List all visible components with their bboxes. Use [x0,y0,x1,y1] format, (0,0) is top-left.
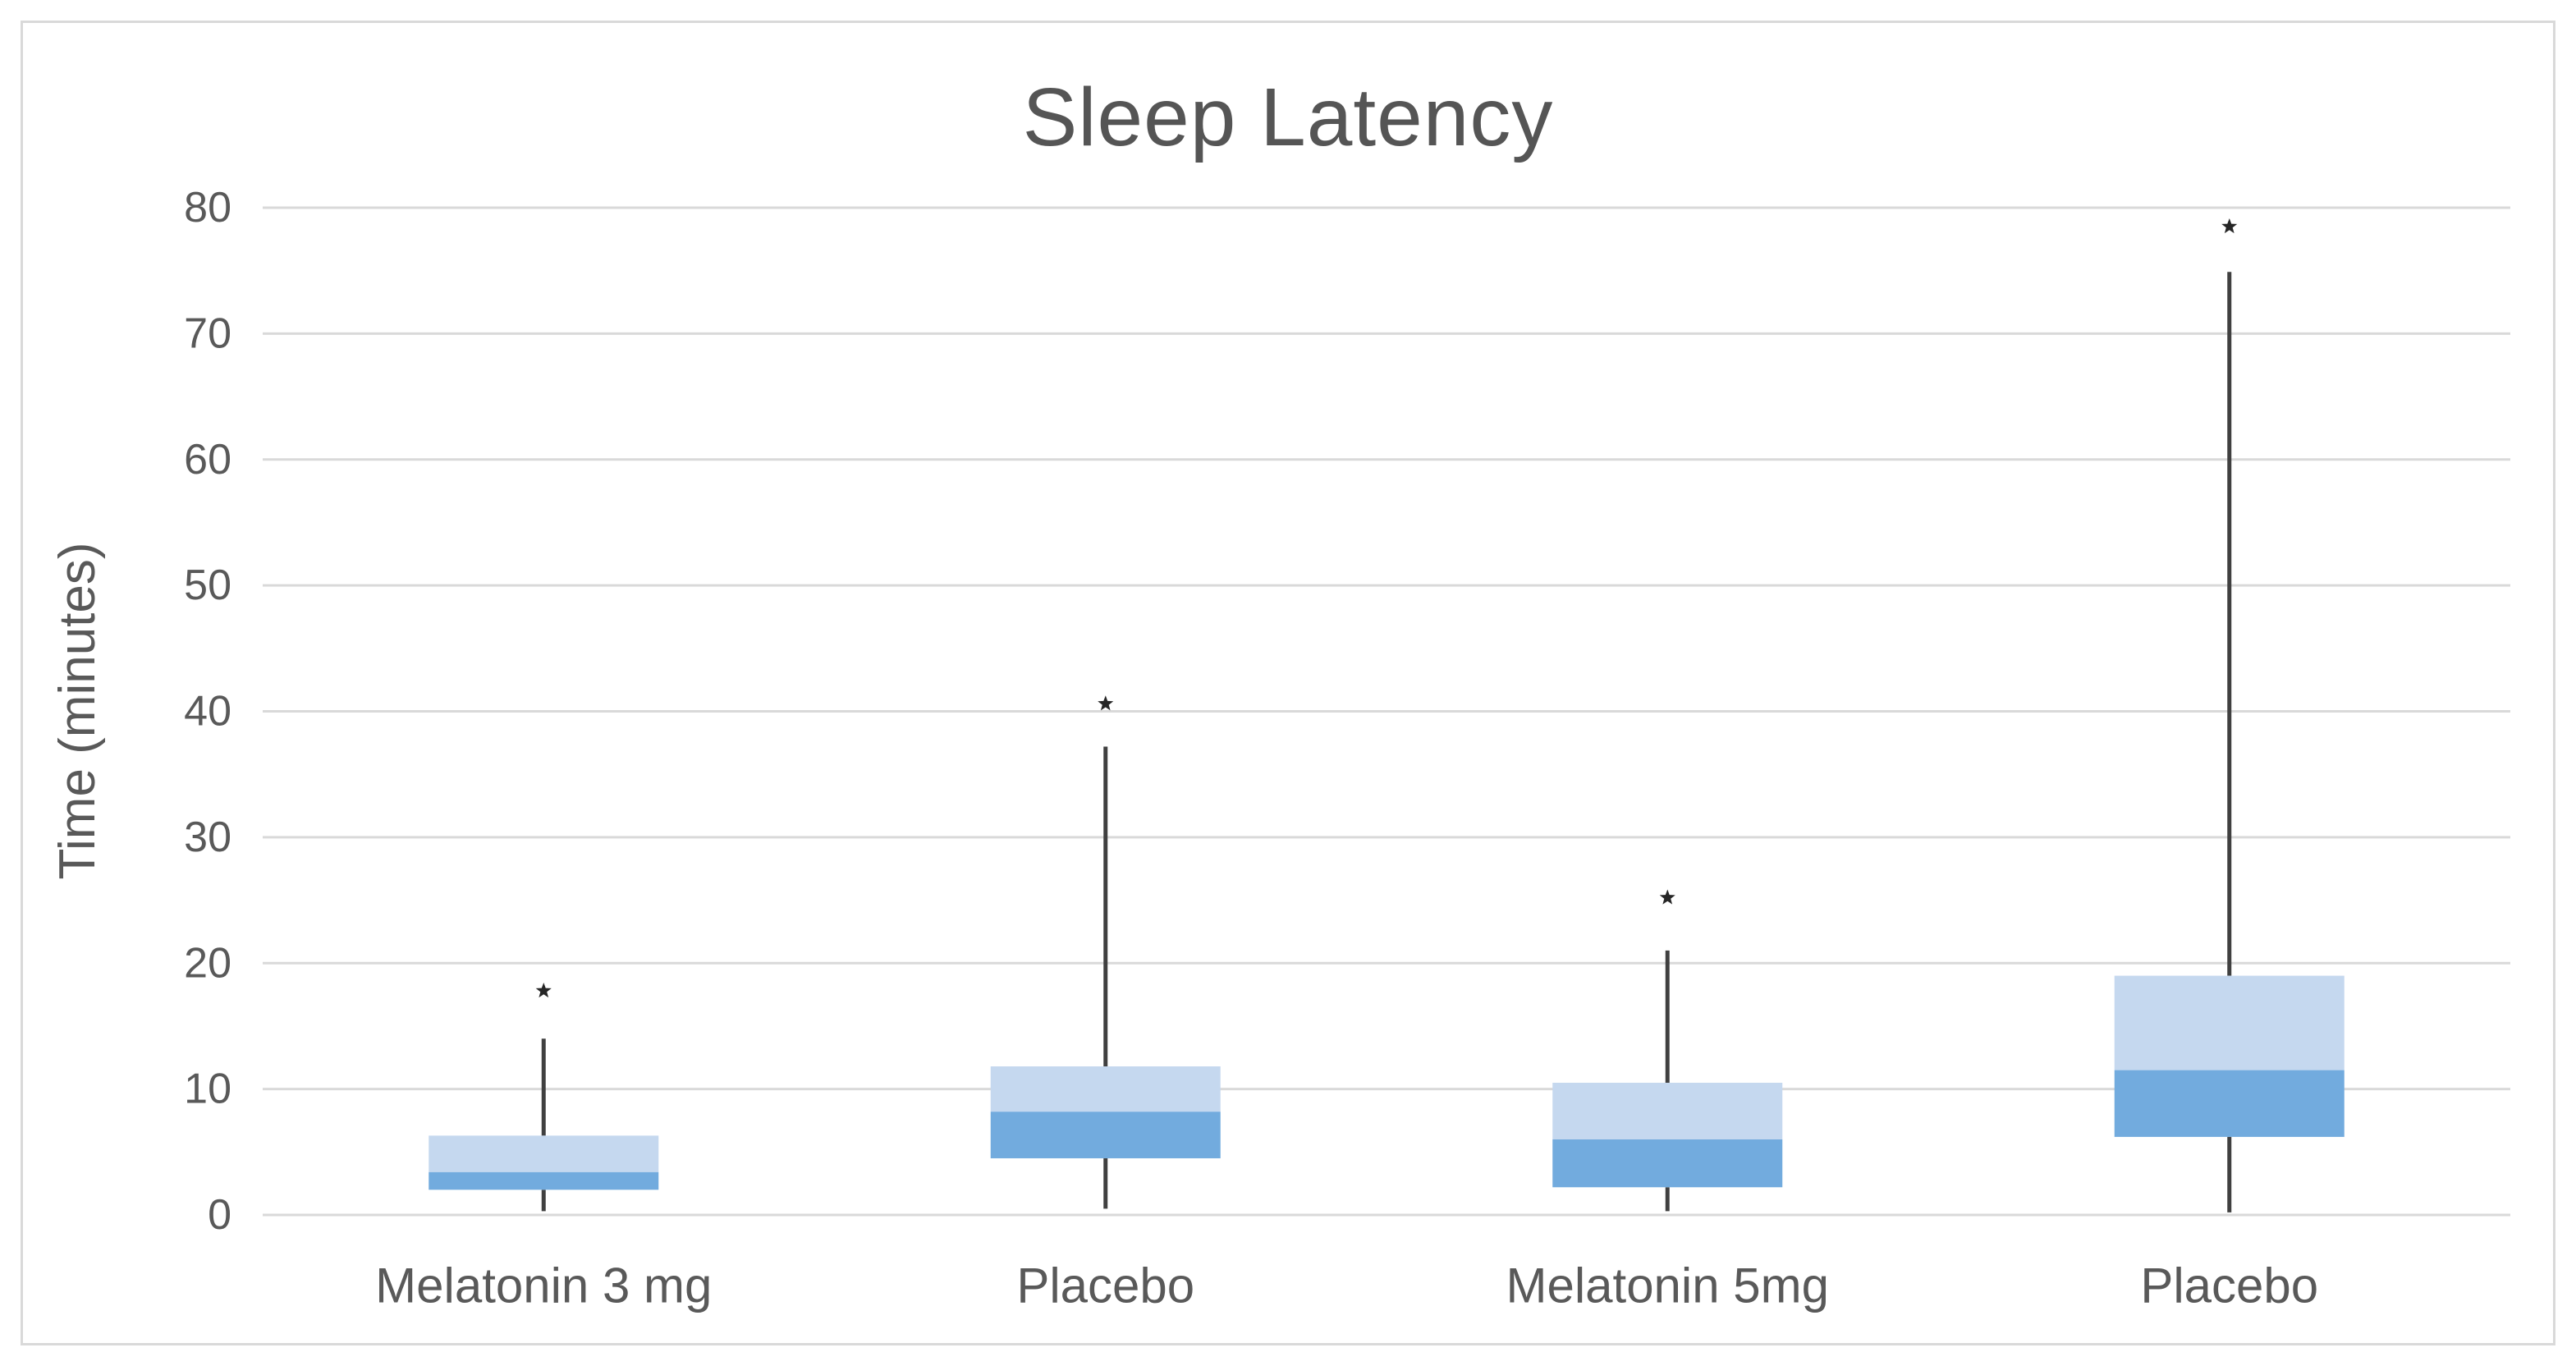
category-label-melatonin-3-mg-1: Melatonin 3 mg [375,1258,712,1313]
y-tick-label-20: 20 [184,939,231,987]
box-lower-segment-placebo-4 [2114,1070,2345,1137]
box-upper-segment-placebo-4 [2114,975,2345,1070]
category-label-placebo-2: Placebo [1016,1258,1194,1313]
box-upper-segment-placebo-2 [990,1066,1221,1112]
y-tick-label-40: 40 [184,688,231,736]
y-tick-label-80: 80 [184,184,231,231]
chart-title: Sleep Latency [1022,71,1554,163]
y-tick-label-70: 70 [184,309,231,357]
y-tick-label-50: 50 [184,562,231,609]
box-lower-segment-melatonin-3-mg-1 [429,1171,659,1190]
box-upper-segment-melatonin-5mg-3 [1552,1082,1783,1139]
box-lower-segment-melatonin-5mg-3 [1552,1139,1783,1188]
y-tick-label-0: 0 [208,1191,231,1239]
category-label-melatonin-5mg-3: Melatonin 5mg [1506,1258,1829,1313]
outlier-star-icon-melatonin-5mg-3 [1659,889,1675,905]
box-upper-segment-melatonin-3-mg-1 [429,1135,659,1172]
outlier-star-icon-placebo-2 [1098,695,1114,711]
y-tick-label-30: 30 [184,814,231,861]
outlier-star-icon-melatonin-3-mg-1 [535,983,552,998]
category-label-placebo-4: Placebo [2140,1258,2318,1313]
y-tick-label-60: 60 [184,436,231,484]
box-lower-segment-placebo-2 [990,1112,1221,1158]
outlier-star-icon-placebo-4 [2221,218,2238,234]
y-tick-label-10: 10 [184,1066,231,1113]
